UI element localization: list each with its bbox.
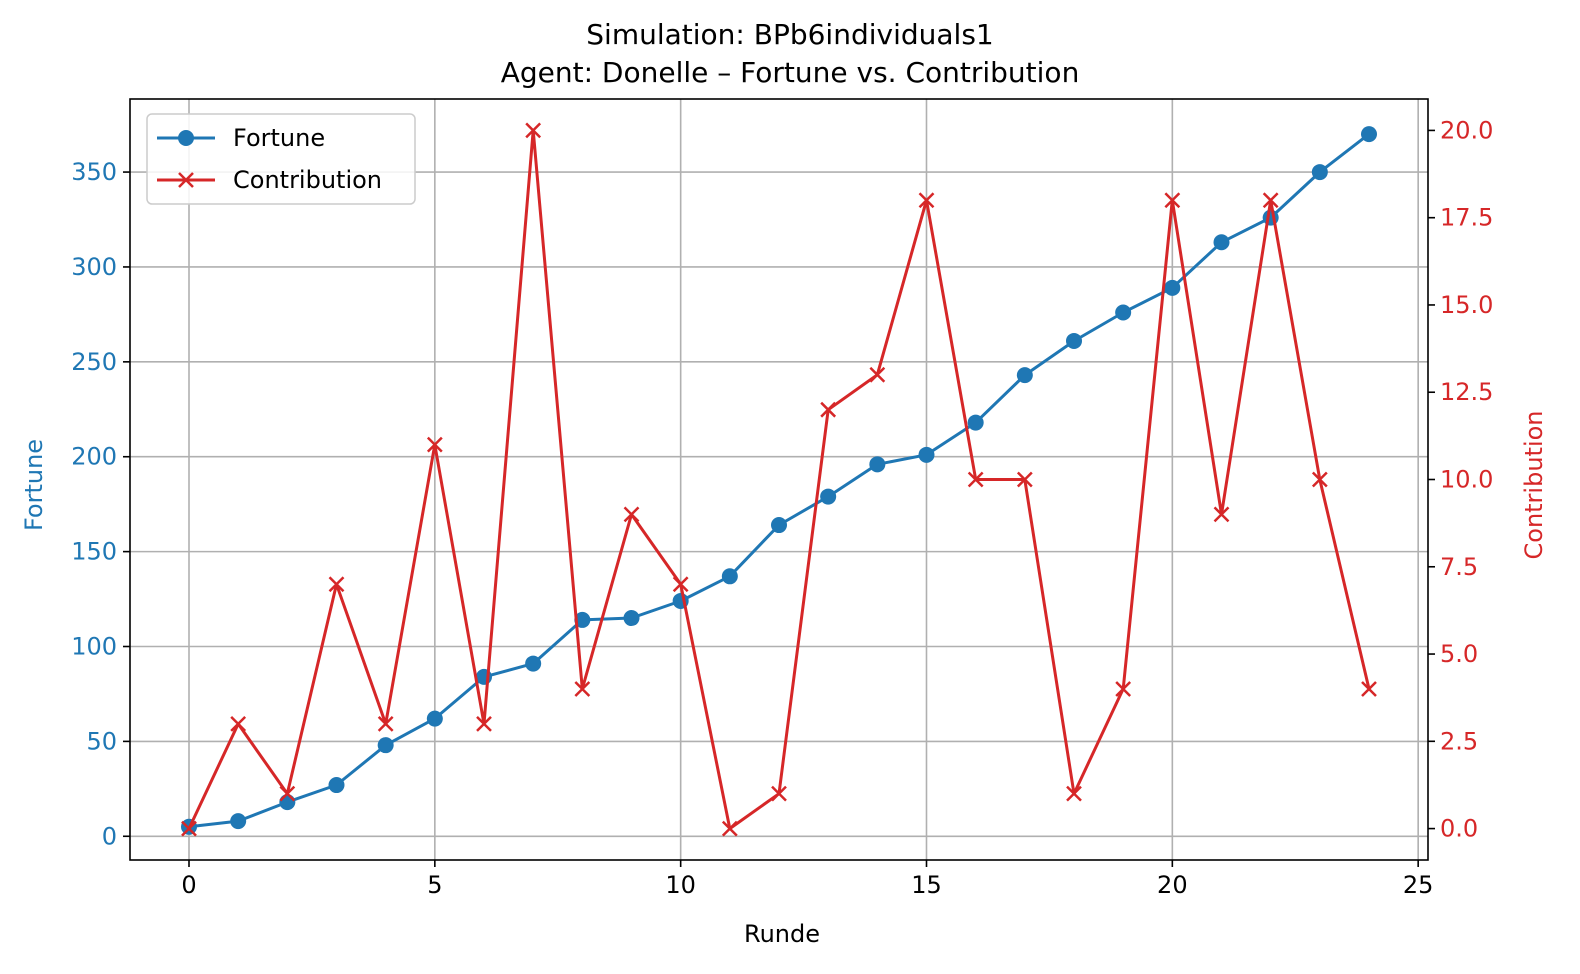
y-left-tick-label: 50 [86, 727, 117, 755]
y-right-tick-label: 10.0 [1440, 466, 1493, 494]
y-left-tick-label: 0 [102, 822, 117, 850]
contribution-point [1311, 471, 1328, 488]
y-left-tick-label: 150 [71, 538, 117, 566]
contribution-point [476, 715, 492, 732]
contribution-point [574, 681, 591, 697]
contribution-point [869, 366, 886, 383]
x-axis-label: Runde [744, 920, 820, 948]
y-right-tick-label: 2.5 [1440, 727, 1478, 755]
x-tick-label: 10 [665, 871, 696, 899]
fortune-point [1311, 164, 1328, 181]
legend-contribution-marker [178, 172, 194, 188]
contribution-point [230, 715, 247, 732]
fortune-point [918, 446, 935, 463]
y-right-axis-label: Contribution [1520, 410, 1548, 559]
y-right-tick-label: 12.5 [1440, 378, 1493, 406]
legend: Fortune Contribution [146, 113, 416, 205]
fortune-point [721, 568, 738, 585]
fortune-point [1066, 332, 1082, 349]
y-left-axis-label: Fortune [20, 439, 48, 531]
contribution-point [1262, 192, 1279, 209]
y-right-tick-label: 20.0 [1440, 116, 1493, 144]
fortune-point [279, 794, 296, 811]
fortune-point [623, 610, 640, 627]
fortune-point [771, 517, 787, 534]
series-layer [181, 122, 1377, 837]
y-left-tick-label: 350 [71, 158, 117, 186]
fortune-point [377, 737, 394, 754]
contribution-point [181, 820, 197, 837]
fortune-point [1361, 126, 1377, 143]
y-left-tick-label: 300 [71, 253, 117, 281]
contribution-point [1016, 471, 1033, 488]
y-left-tick-label: 100 [71, 633, 117, 661]
fortune-point [1213, 234, 1230, 251]
y-left-tick-label: 250 [71, 348, 117, 376]
contribution-point [1213, 506, 1230, 523]
fortune-point [1115, 304, 1132, 321]
y-right-tick-label: 17.5 [1440, 204, 1493, 232]
y-right-tick-label: 5.0 [1440, 640, 1478, 668]
contribution-point [377, 715, 394, 732]
y-right-tick-label: 7.5 [1440, 553, 1478, 581]
fortune-point [525, 655, 542, 672]
contribution-point [721, 820, 738, 837]
chart-title: Simulation: BPb6individuals1 [586, 18, 993, 51]
contribution-point [623, 506, 640, 523]
x-tick-label: 25 [1403, 871, 1434, 899]
legend-fortune-marker [178, 130, 194, 146]
x-tick-label: 15 [911, 871, 942, 899]
fortune-point [328, 777, 345, 794]
contribution-point [426, 436, 443, 453]
legend-fortune-label: Fortune [233, 124, 325, 152]
contribution-point [918, 192, 935, 209]
fortune-point [574, 611, 591, 628]
contribution-point [279, 785, 296, 802]
contribution-point [1066, 785, 1082, 802]
contribution-point [1361, 681, 1377, 697]
fortune-point [967, 414, 984, 431]
x-tick-label: 0 [181, 871, 196, 899]
x-tick-label: 20 [1157, 871, 1188, 899]
contribution-point [328, 576, 345, 593]
y-right-tick-label: 15.0 [1440, 291, 1493, 319]
contribution-point [1164, 192, 1181, 209]
contribution-point [771, 785, 787, 802]
fortune-point [426, 710, 443, 727]
fortune-point [869, 456, 886, 473]
y-right-tick-label: 0.0 [1440, 815, 1478, 843]
contribution-point [967, 471, 984, 488]
fortune-point [230, 813, 247, 830]
contribution-point [1115, 681, 1132, 697]
contribution-point [672, 576, 689, 593]
ticks: 0 5 10 15 20 250501001502002503003500.02.55.0… [71, 116, 1493, 899]
fortune-point [820, 488, 837, 505]
fortune-point [1164, 279, 1181, 296]
fortune-point [1016, 367, 1033, 384]
contribution-point [525, 122, 542, 139]
y-left-tick-label: 200 [71, 443, 117, 471]
chart-subtitle: Agent: Donelle – Fortune vs. Contributio… [501, 56, 1080, 89]
legend-contribution-label: Contribution [233, 166, 382, 194]
x-tick-label: 5 [427, 871, 442, 899]
contribution-point [820, 401, 837, 418]
